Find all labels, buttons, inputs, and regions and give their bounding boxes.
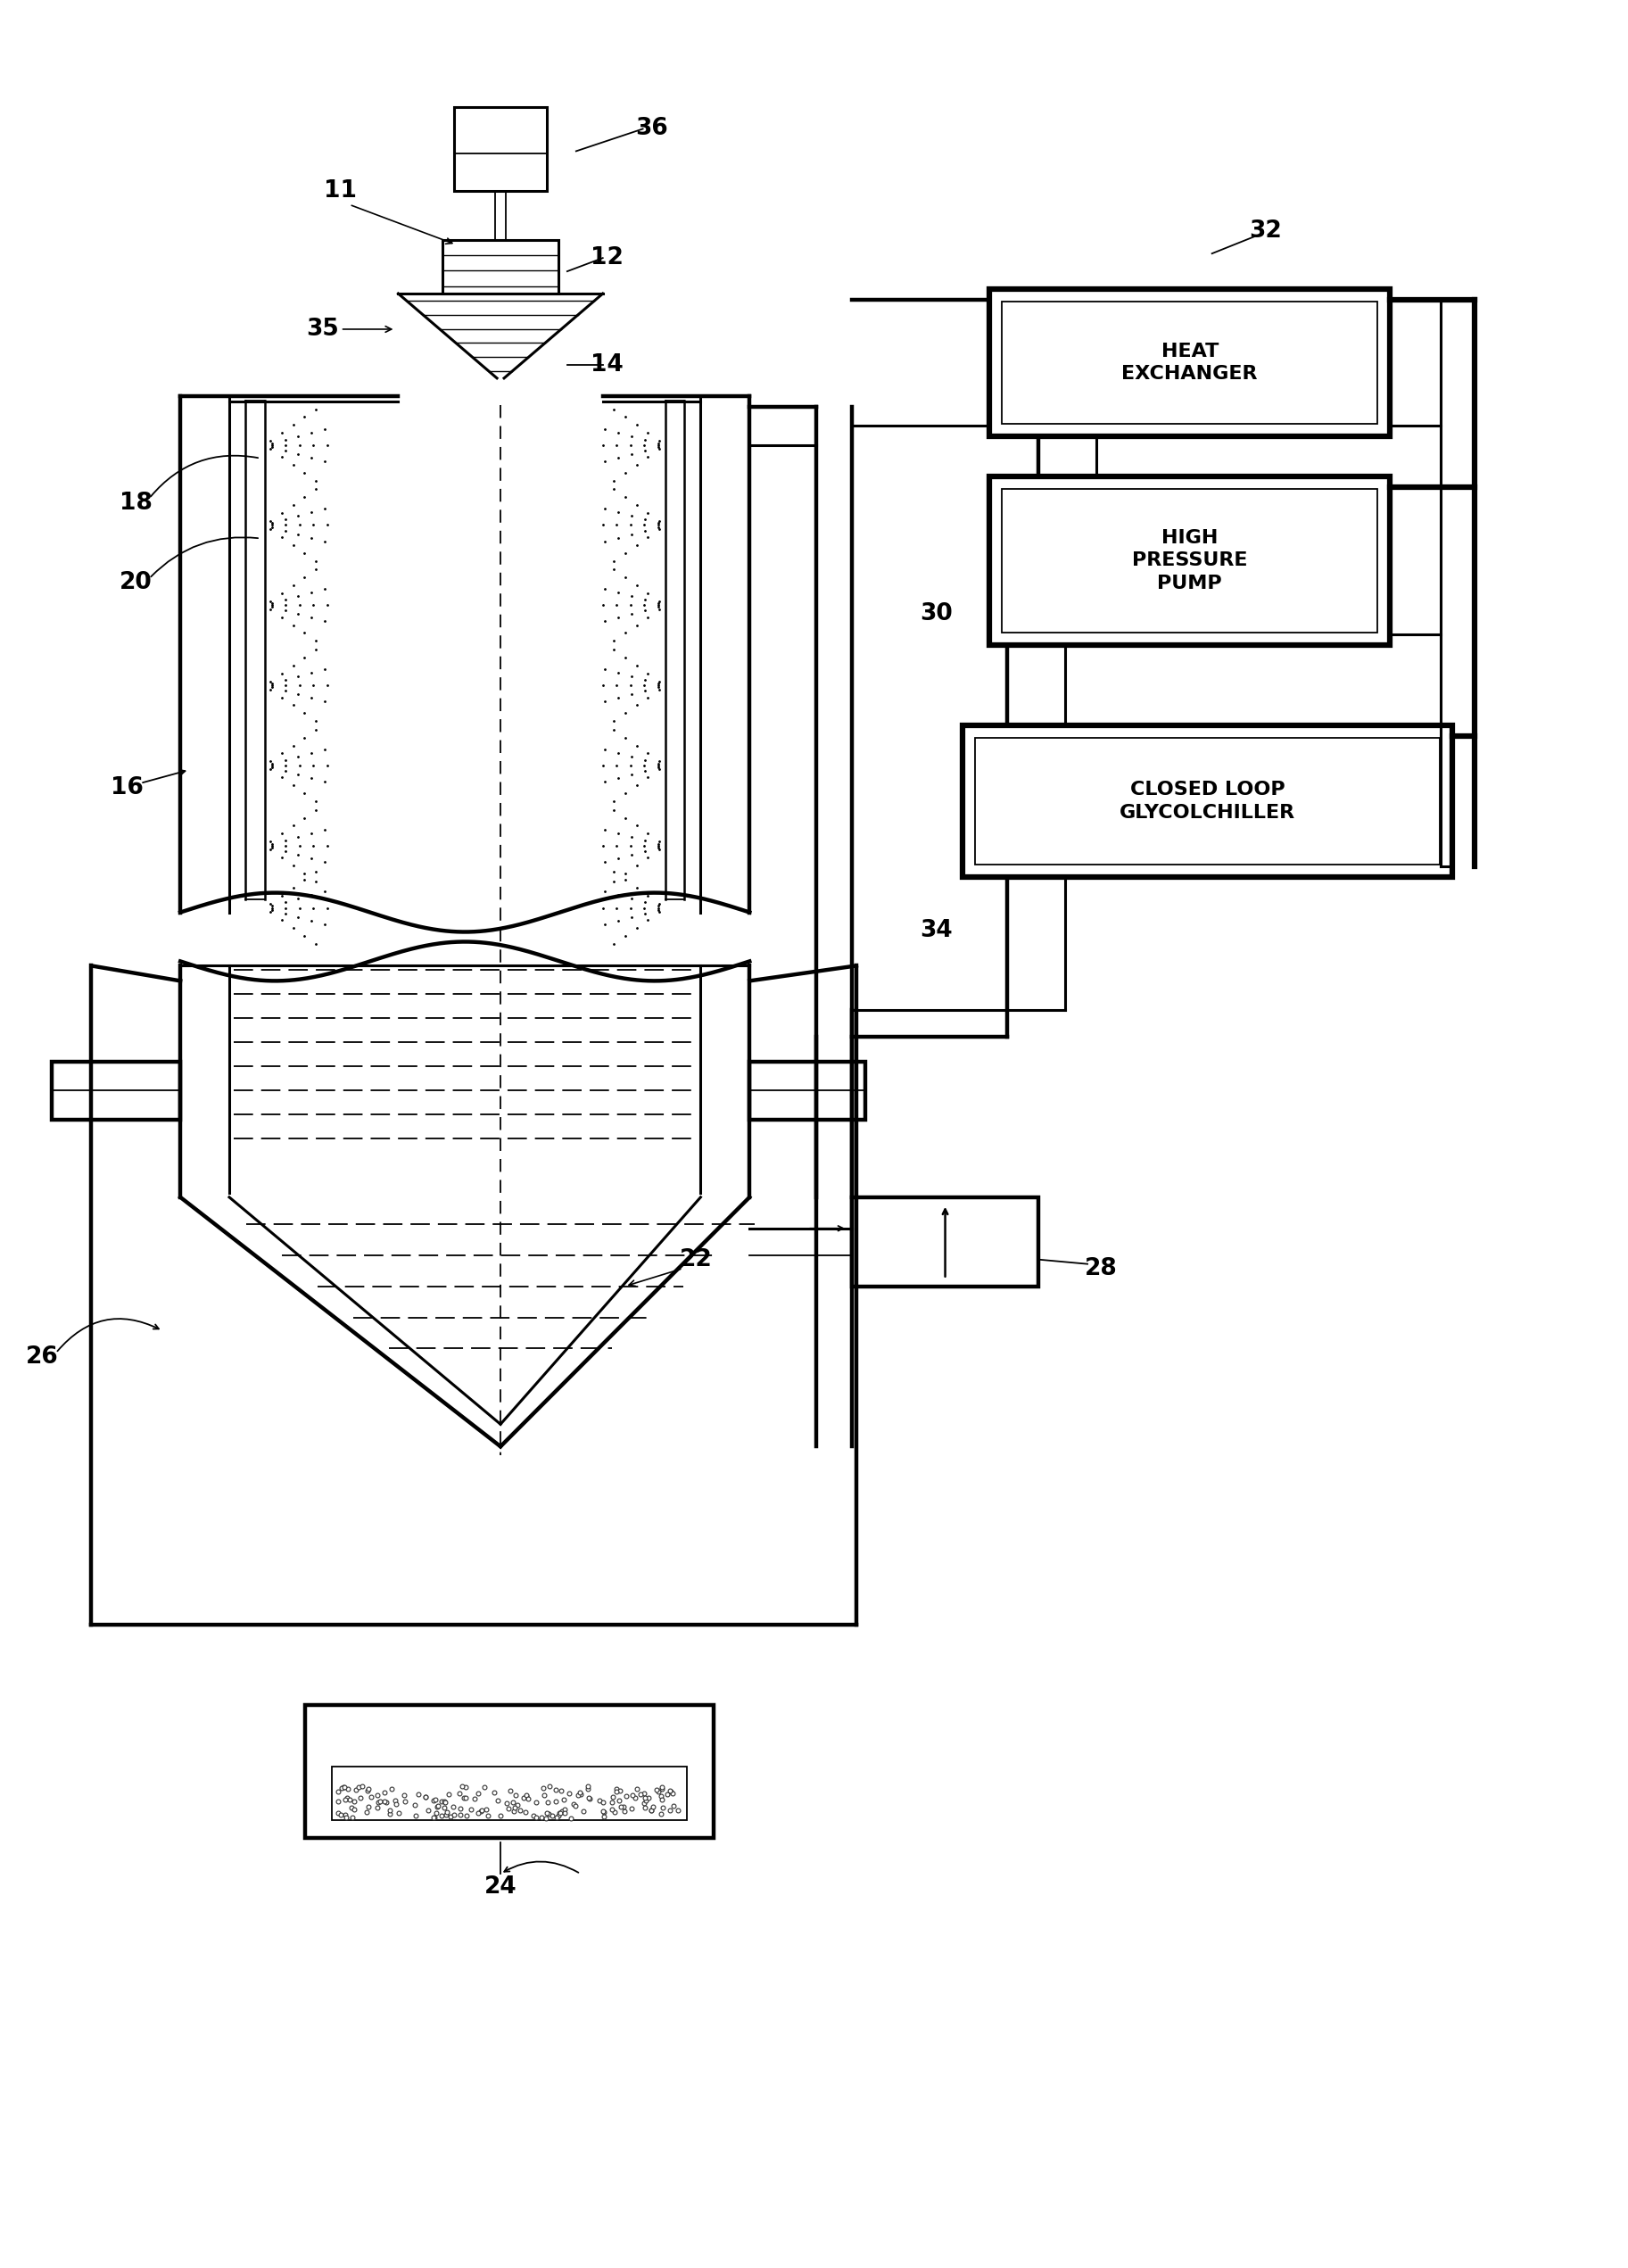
Text: 35: 35 [306, 318, 339, 340]
Bar [851, 1198, 1039, 1286]
Bar [454, 107, 547, 191]
Text: 20: 20 [119, 572, 153, 594]
Text: 28: 28 [1084, 1256, 1117, 1279]
Text: 12: 12 [591, 247, 624, 270]
Text: 14: 14 [591, 354, 624, 376]
Text: HEAT
EXCHANGER: HEAT EXCHANGER [1122, 342, 1258, 383]
Bar [1003, 302, 1377, 424]
Bar [990, 288, 1390, 435]
Bar [990, 476, 1390, 646]
Bar [964, 726, 1452, 878]
Bar [975, 737, 1439, 864]
Text: 26: 26 [26, 1345, 59, 1370]
Text: 36: 36 [635, 118, 667, 141]
Bar [52, 1061, 181, 1120]
Text: 24: 24 [484, 1876, 516, 1898]
Text: CLOSED LOOP
GLYCOLCHILLER: CLOSED LOOP GLYCOLCHILLER [1120, 780, 1296, 821]
Text: 22: 22 [681, 1247, 713, 1270]
Text: HIGH
PRESSURE
PUMP: HIGH PRESSURE PUMP [1131, 528, 1247, 592]
Text: 32: 32 [1249, 220, 1281, 243]
Text: 11: 11 [324, 179, 357, 202]
Bar [749, 1061, 864, 1120]
Bar [1003, 488, 1377, 633]
Text: 30: 30 [920, 603, 952, 626]
Bar [332, 1767, 687, 1821]
Bar [443, 240, 558, 293]
Text: 18: 18 [119, 492, 153, 515]
Text: 34: 34 [920, 919, 952, 941]
Bar [304, 1706, 715, 1837]
Text: 16: 16 [111, 776, 143, 798]
